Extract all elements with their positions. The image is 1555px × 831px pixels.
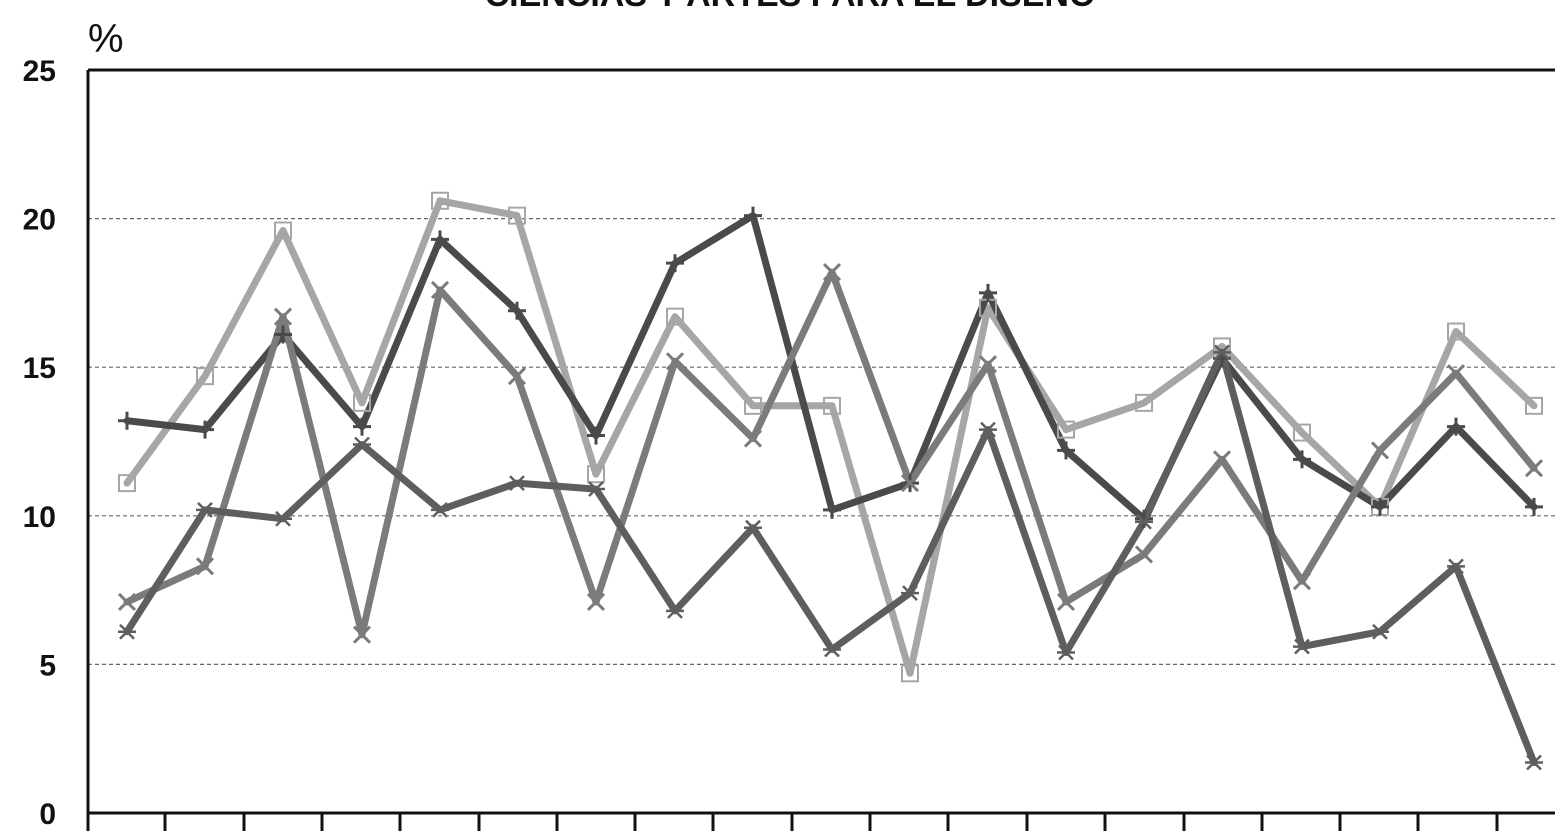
series-3-point-10 <box>822 263 842 282</box>
series-1-point-8 <box>666 307 684 326</box>
y-tick-label-4: 20 <box>23 204 56 237</box>
series-1-point-10 <box>823 396 841 415</box>
series-2-point-3 <box>274 325 292 344</box>
y-tick-label-3: 15 <box>23 352 56 385</box>
series-1-point-13 <box>1057 420 1075 439</box>
series-4-point-6 <box>508 475 526 491</box>
series-4-point-13 <box>1057 644 1075 661</box>
series-3-point-4 <box>352 625 372 644</box>
series-1-point-4 <box>353 393 371 412</box>
series-3-point-5 <box>430 280 450 299</box>
y-tick-label-5: 25 <box>23 55 56 88</box>
series-4-point-16 <box>1293 638 1311 655</box>
series-1-point-2 <box>196 367 214 386</box>
series-2-point-4 <box>353 417 371 436</box>
series-2-point-10 <box>823 500 841 519</box>
series-2-point-8 <box>666 254 684 273</box>
series-2-point-9 <box>744 206 762 225</box>
series-2-point-13 <box>1057 441 1075 460</box>
series-3-point-1 <box>117 592 137 612</box>
y-tick-label-1: 5 <box>39 649 56 682</box>
series-3-point-16 <box>1292 572 1312 591</box>
series-1-point-1 <box>118 474 136 493</box>
series-3-point-2 <box>195 557 215 576</box>
series-3-point-7 <box>586 592 606 612</box>
series-2-point-7 <box>587 426 605 445</box>
series-line-1 <box>123 197 1538 677</box>
series-4-point-3 <box>274 510 292 527</box>
series-3-point-8 <box>665 352 685 371</box>
series-1-point-11 <box>901 664 919 683</box>
y-tick-label-0: 0 <box>39 798 56 831</box>
series-4-point-14 <box>1135 513 1153 530</box>
series-2-point-12 <box>979 283 997 302</box>
plot-frame <box>86 68 1555 831</box>
series-3-point-15 <box>1212 450 1232 469</box>
series-2-point-19 <box>1525 497 1543 516</box>
series-1-point-18 <box>1447 322 1465 341</box>
series-4-point-12 <box>979 421 997 438</box>
y-tick-label-2: 10 <box>23 501 56 534</box>
series-3-point-9 <box>743 429 763 448</box>
series-3-point-11 <box>900 474 920 493</box>
series-4-point-1 <box>118 623 136 640</box>
series-2-point-1 <box>118 411 136 430</box>
series-3-point-13 <box>1056 592 1076 612</box>
series-4-point-7 <box>587 481 605 497</box>
series-4-point-11 <box>901 585 919 601</box>
series-4-point-9 <box>744 519 762 536</box>
series-4-point-10 <box>823 641 841 658</box>
series-3-point-19 <box>1524 459 1544 478</box>
series-2-point-5 <box>431 230 449 249</box>
series-4-point-5 <box>431 501 449 518</box>
series-4-point-2 <box>196 501 214 518</box>
series-layer <box>117 191 1544 771</box>
chart-title: CIENCIAS Y ARTES PARA EL DISEÑO <box>485 0 1096 14</box>
series-2-point-2 <box>196 420 214 439</box>
series-1-point-9 <box>744 396 762 415</box>
series-2-point-17 <box>1371 497 1389 516</box>
series-3-point-12 <box>978 355 998 374</box>
series-4-point-15 <box>1213 344 1231 361</box>
series-2-point-18 <box>1447 417 1465 436</box>
series-4-point-4 <box>353 436 371 453</box>
series-2-point-14 <box>1135 509 1153 528</box>
series-2-point-6 <box>508 301 526 320</box>
y-axis-label: % <box>88 17 124 61</box>
series-3-point-6 <box>507 367 527 386</box>
series-4-point-8 <box>666 603 684 619</box>
series-4-point-17 <box>1371 623 1389 640</box>
series-1-point-16 <box>1293 423 1311 442</box>
series-3-point-17 <box>1370 441 1390 460</box>
series-1-point-7 <box>587 465 605 484</box>
series-4-point-19 <box>1525 754 1543 771</box>
series-1-point-19 <box>1525 396 1543 415</box>
series-1-point-14 <box>1135 393 1153 412</box>
series-1-point-3 <box>274 221 292 240</box>
series-2-point-16 <box>1293 450 1311 469</box>
series-3-point-18 <box>1446 364 1466 383</box>
series-3-point-14 <box>1134 545 1154 564</box>
y-tick-layer: 0 5 10 15 20 25 <box>23 55 56 831</box>
series-1-point-6 <box>508 206 526 225</box>
series-3-point-3 <box>273 307 293 326</box>
series-4-point-18 <box>1447 558 1465 575</box>
series-1-point-5 <box>431 191 449 210</box>
